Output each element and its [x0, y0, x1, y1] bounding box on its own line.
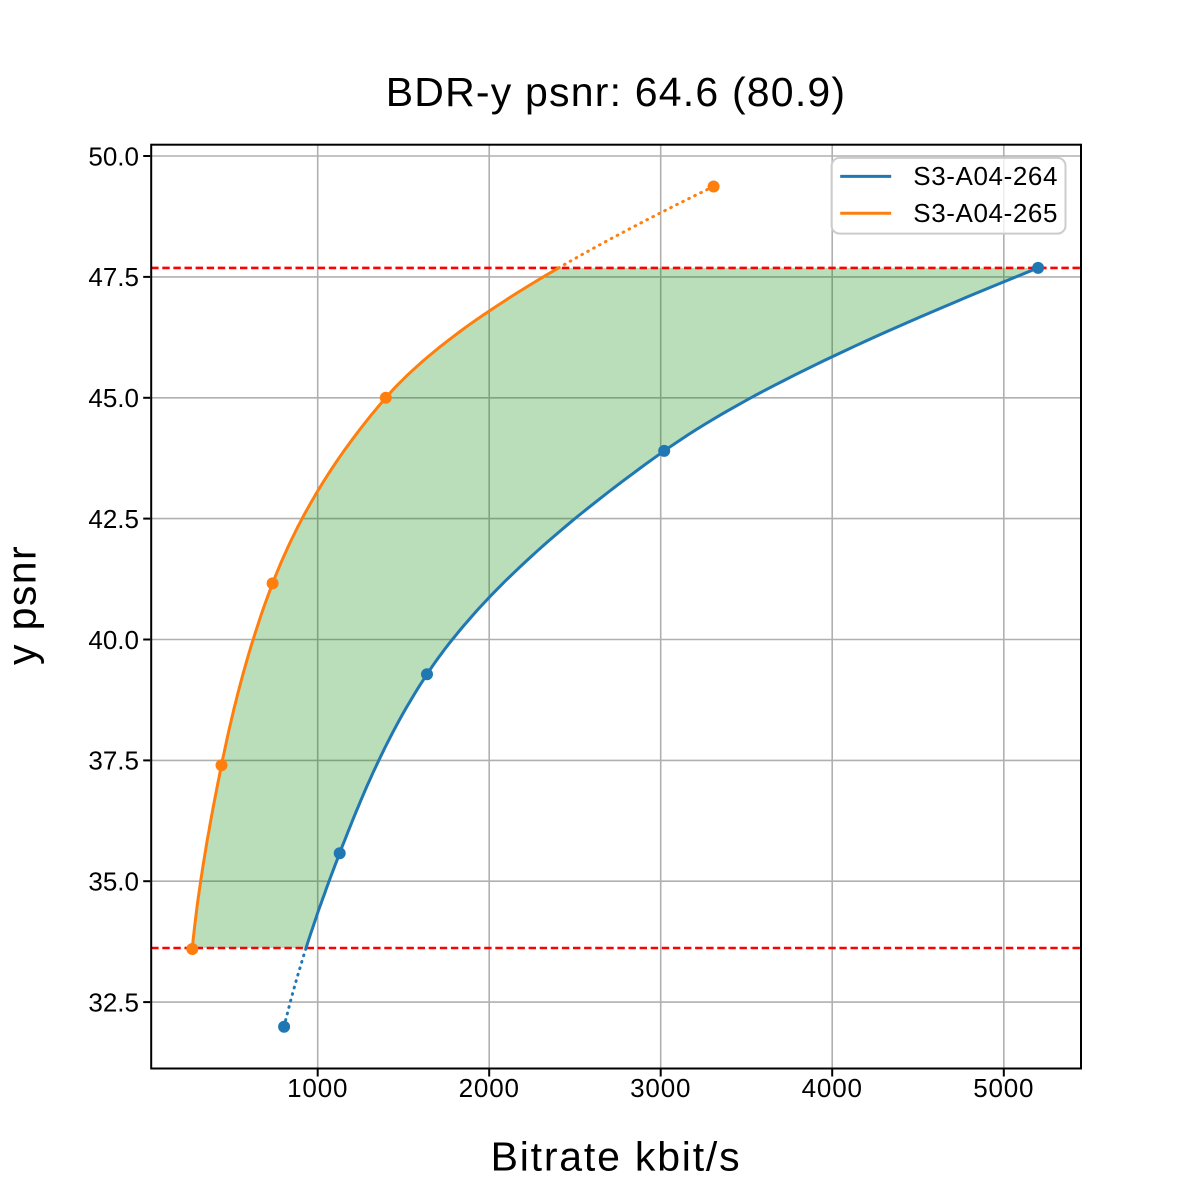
svg-text:50.0: 50.0	[88, 141, 139, 171]
svg-text:35.0: 35.0	[88, 867, 139, 897]
svg-text:S3-A04-264: S3-A04-264	[913, 161, 1058, 191]
svg-text:y psnr: y psnr	[0, 545, 45, 665]
svg-text:1000: 1000	[287, 1073, 348, 1103]
svg-text:47.5: 47.5	[88, 262, 139, 292]
svg-text:5000: 5000	[973, 1073, 1034, 1103]
svg-text:2000: 2000	[459, 1073, 520, 1103]
svg-text:BDR-y psnr: 64.6 (80.9): BDR-y psnr: 64.6 (80.9)	[386, 69, 847, 115]
svg-text:Bitrate kbit/s: Bitrate kbit/s	[491, 1134, 742, 1180]
svg-text:32.5: 32.5	[88, 987, 139, 1017]
svg-text:3000: 3000	[630, 1073, 691, 1103]
svg-text:37.5: 37.5	[88, 746, 139, 776]
svg-text:40.0: 40.0	[88, 625, 139, 655]
svg-text:45.0: 45.0	[88, 383, 139, 413]
svg-text:42.5: 42.5	[88, 504, 139, 534]
svg-text:S3-A04-265: S3-A04-265	[913, 198, 1058, 228]
svg-text:4000: 4000	[802, 1073, 863, 1103]
